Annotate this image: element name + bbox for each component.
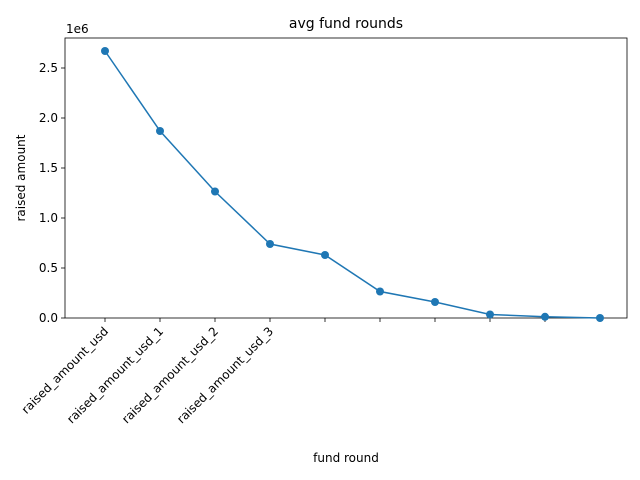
- point: [321, 251, 329, 259]
- y-tick-label: 0.5: [39, 261, 58, 275]
- point: [596, 314, 604, 322]
- y-tick-label: 1.5: [39, 161, 58, 175]
- y-tick-label: 2.5: [39, 61, 58, 75]
- point: [376, 287, 384, 296]
- x-tick-label: raised_amount_usd_2: [119, 324, 221, 426]
- y-axis-label: raised amount: [14, 134, 28, 221]
- chart-title: avg fund rounds: [289, 16, 403, 32]
- line: [104, 50, 601, 319]
- point: [266, 240, 274, 248]
- y-tick-label: 0.0: [39, 311, 58, 325]
- y-tick-label: 1.0: [39, 211, 58, 225]
- point: [211, 187, 219, 196]
- x-axis-label: fund round: [313, 451, 379, 465]
- x-tick-label: raised_amount_usd_1: [64, 324, 166, 426]
- y-offset-label: 1e6: [66, 22, 89, 36]
- point: [431, 298, 439, 306]
- point: [156, 127, 164, 135]
- plot-frame: [64, 37, 628, 319]
- y-tick-label: 2.0: [39, 111, 58, 125]
- point: [541, 312, 549, 321]
- point: [486, 310, 494, 319]
- x-tick-label: raised_amount_usd_3: [174, 324, 276, 426]
- point: [101, 47, 109, 55]
